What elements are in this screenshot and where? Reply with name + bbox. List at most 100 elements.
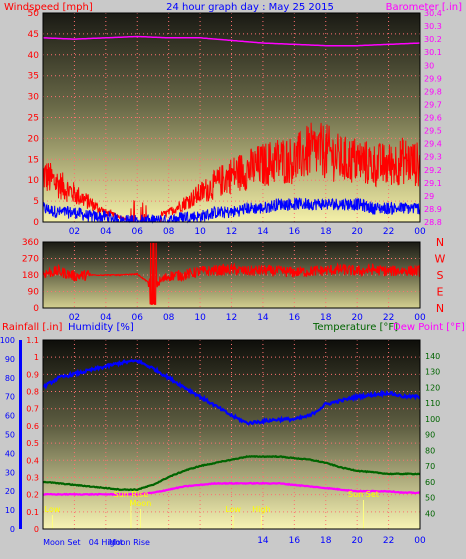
x-tick-label: 16 bbox=[289, 536, 301, 546]
barometer-tick-label: 29 bbox=[424, 192, 434, 201]
x-tick-label: 10 bbox=[194, 313, 206, 323]
annotation-label: Moon bbox=[130, 499, 152, 508]
direction-tick-label: 90 bbox=[28, 288, 40, 298]
temperature-tick-label: 60 bbox=[425, 478, 435, 487]
x-tick-label: 04 bbox=[100, 313, 112, 323]
rainfall-tick-label: 0.3 bbox=[26, 473, 39, 482]
temperature-tick-label: 130 bbox=[425, 368, 440, 377]
barometer-tick-label: 29.8 bbox=[424, 87, 442, 96]
x-tick-label: 14 bbox=[257, 227, 269, 237]
compass-label: N bbox=[436, 236, 444, 249]
x-tick-label: 18 bbox=[320, 313, 332, 323]
x-tick-label: 22 bbox=[383, 227, 394, 237]
x-tick-label: 14 bbox=[257, 313, 269, 323]
temperature-tick-label: 40 bbox=[425, 509, 435, 518]
barometer-tick-label: 30.4 bbox=[424, 9, 442, 18]
rainfall-tick-label: 0.7 bbox=[26, 405, 39, 414]
x-tick-label: 08 bbox=[163, 313, 175, 323]
humidity-tick-label: 60 bbox=[5, 412, 15, 421]
barometer-label: Barometer [.in] bbox=[386, 2, 462, 13]
temperature-tick-label: 140 bbox=[425, 352, 440, 361]
annotation-label: Sun Set bbox=[348, 490, 379, 499]
windspeed-tick-label: 25 bbox=[28, 114, 39, 124]
compass-label: E bbox=[437, 286, 444, 299]
windspeed-tick-label: 35 bbox=[28, 72, 39, 82]
x-tick-label: 10 bbox=[194, 227, 206, 237]
windspeed-tick-label: 50 bbox=[28, 9, 40, 19]
windspeed-tick-label: 10 bbox=[28, 176, 40, 186]
rainfall-tick-label: 0.9 bbox=[26, 370, 39, 379]
windspeed-tick-label: 30 bbox=[28, 93, 40, 103]
temperature-label: Temperature [°F] bbox=[312, 322, 398, 333]
x-tick-label: 00 bbox=[414, 536, 426, 546]
direction-tick-label: 270 bbox=[22, 255, 39, 265]
temperature-series-line bbox=[43, 454, 421, 492]
humidity-tick-label: 80 bbox=[5, 374, 15, 383]
annotation-label: Low bbox=[225, 505, 241, 514]
rainfall-tick-label: 1 bbox=[34, 353, 39, 362]
x-tick-label: 16 bbox=[289, 313, 301, 323]
humidity-tick-label: 30 bbox=[5, 468, 15, 477]
temperature-tick-label: 120 bbox=[425, 383, 440, 392]
barometer-tick-label: 29.7 bbox=[424, 100, 442, 109]
humidity-tick-label: 70 bbox=[5, 393, 15, 402]
temperature-tick-label: 90 bbox=[425, 431, 435, 440]
windspeed-label: Windspeed [mph] bbox=[4, 2, 93, 13]
humidity-tick-label: 20 bbox=[5, 487, 15, 496]
x-tick-label: 22 bbox=[383, 313, 394, 323]
temperature-tick-label: 50 bbox=[425, 494, 435, 503]
annotation-label: Moon Rise bbox=[109, 538, 150, 547]
rainfall-tick-label: 0.8 bbox=[26, 388, 39, 397]
bottom-plot-area bbox=[43, 340, 420, 529]
barometer-tick-label: 28.8 bbox=[424, 218, 442, 227]
x-tick-label: 22 bbox=[383, 536, 394, 546]
barometer-tick-label: 30.2 bbox=[424, 35, 442, 44]
windspeed-tick-label: 5 bbox=[33, 197, 39, 207]
windspeed-tick-label: 0 bbox=[33, 218, 39, 228]
barometer-tick-label: 29.1 bbox=[424, 179, 442, 188]
rainfall-tick-label: 1.1 bbox=[26, 336, 39, 345]
temperature-tick-label: 110 bbox=[425, 399, 440, 408]
x-tick-label: 06 bbox=[132, 313, 144, 323]
humidity-series-line bbox=[42, 358, 421, 426]
humidity-label: Humidity [%] bbox=[68, 322, 134, 333]
compass-label: N bbox=[436, 302, 444, 315]
x-tick-label: 08 bbox=[163, 227, 175, 237]
barometer-tick-label: 30.1 bbox=[424, 48, 442, 57]
x-tick-label: 04 bbox=[100, 227, 112, 237]
top-plot-frame bbox=[42, 12, 421, 223]
direction-tick-label: 180 bbox=[22, 271, 39, 281]
windspeed-tick-label: 15 bbox=[28, 155, 39, 165]
windspeed-tick-label: 45 bbox=[28, 30, 39, 40]
annotation-label: Moon Set bbox=[43, 538, 80, 547]
x-tick-label: 14 bbox=[257, 536, 269, 546]
barometer-tick-label: 28.9 bbox=[424, 205, 442, 214]
chart-title: 24 hour graph day : May 25 2015 bbox=[166, 2, 334, 13]
windspeed-tick-label: 40 bbox=[28, 51, 40, 61]
temperature-tick-label: 100 bbox=[425, 415, 440, 424]
humidity-tick-label: 50 bbox=[5, 431, 15, 440]
compass-label: W bbox=[435, 253, 446, 266]
barometer-tick-label: 29.3 bbox=[424, 153, 442, 162]
humidity-tick-label: 40 bbox=[5, 449, 15, 458]
barometer-tick-label: 29.5 bbox=[424, 127, 442, 136]
x-tick-label: 12 bbox=[226, 227, 237, 237]
annotation-label: 04 Hight bbox=[89, 538, 123, 547]
barometer-tick-label: 29.6 bbox=[424, 114, 442, 123]
humidity-axis-bar bbox=[19, 340, 22, 529]
barometer-tick-label: 29.9 bbox=[424, 74, 442, 83]
x-tick-label: 00 bbox=[414, 227, 426, 237]
rainfall-tick-label: 0.1 bbox=[26, 508, 39, 517]
rainfall-tick-label: 0.6 bbox=[26, 422, 39, 431]
barometer-tick-label: 30 bbox=[424, 61, 434, 70]
barometer-tick-label: 29.4 bbox=[424, 140, 442, 149]
barometer-tick-label: 29.2 bbox=[424, 166, 442, 175]
x-tick-label: 12 bbox=[226, 313, 237, 323]
rainfall-tick-label: 0.4 bbox=[26, 456, 39, 465]
x-tick-label: 16 bbox=[289, 227, 301, 237]
x-tick-label: 20 bbox=[351, 227, 363, 237]
rainfall-tick-label: 0 bbox=[34, 525, 39, 534]
x-tick-label: 02 bbox=[69, 227, 80, 237]
compass-label: S bbox=[437, 269, 444, 282]
